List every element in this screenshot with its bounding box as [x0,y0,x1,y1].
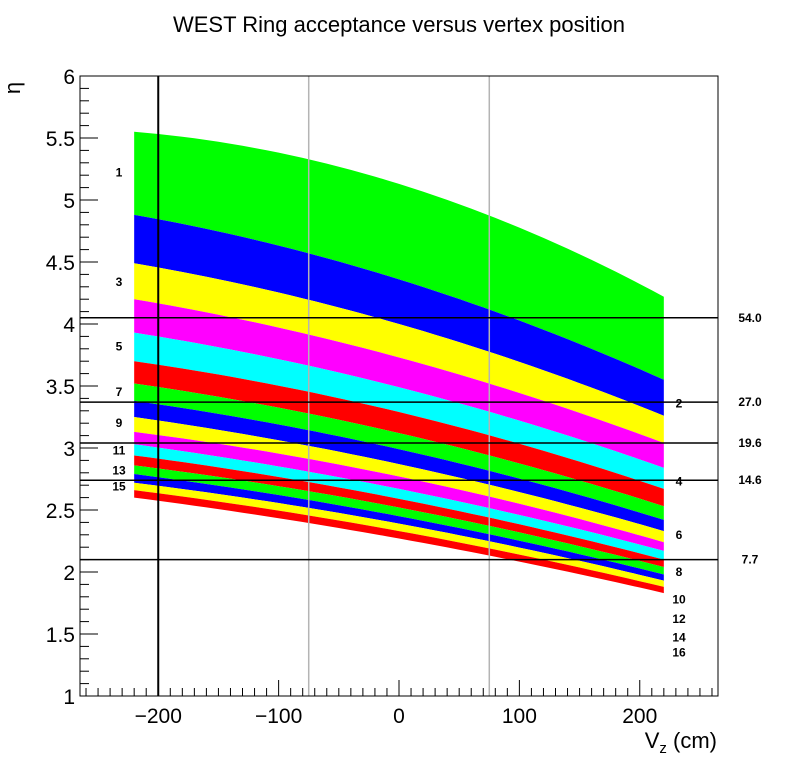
y-tick-label: 4 [63,314,75,337]
y-tick-label: 6 [63,66,75,89]
x-axis-title-sub: z [659,740,667,757]
y-tick-label: 4.5 [46,252,75,275]
ring-label: 4 [676,474,683,488]
ring-label: 14 [672,631,686,645]
axis-ticks [80,75,713,697]
y-tick-label: 2.5 [46,500,75,523]
ring-label: 13 [112,463,126,477]
ring-label: 1 [116,166,123,180]
ring-6-band [134,361,664,507]
ring-15-band [134,482,664,587]
ring-16-band [134,490,664,594]
y-tick-label: 2 [63,562,75,585]
x-tick-label: 100 [502,705,537,728]
x-tick-label: −200 [135,705,182,728]
x-axis-title: Vz (cm) [645,728,717,757]
y-tick-label: 5 [63,190,75,213]
ring-label: 7 [116,385,123,399]
line-labels: 54.0 27.0 19.6 14.6 7.7 [738,311,762,567]
ring-4-band [134,299,664,468]
line-label: 19.6 [738,436,762,450]
line-label: 27.0 [738,395,762,409]
y-tick-label: 1.5 [46,624,75,647]
y-tick-label: 3 [63,438,75,461]
ring-8-band [134,400,664,532]
line-label: 7.7 [742,553,759,567]
ring-label: 3 [116,275,123,289]
overlay-lines [80,76,718,696]
y-tick-label: 3.5 [46,376,75,399]
ring-label: 16 [672,646,686,660]
y-tick-labels: 1 1.5 2 2.5 3 3.5 4 4.5 5 5.5 6 [46,66,76,709]
ring-13-band [134,465,664,575]
ring-2-band [134,214,664,416]
ring-7-band [134,383,664,520]
plot-area [134,131,664,594]
ring-14-band [134,474,664,581]
ring-label: 15 [112,479,126,493]
x-axis-title-unit: (cm) [667,728,717,753]
ring-12-band [134,455,664,568]
x-tick-label: 200 [622,705,657,728]
ring-11-band [134,444,664,560]
x-axis-title-main: V [645,728,660,753]
ring-label: 2 [676,396,683,410]
ring-10-band [134,431,664,551]
ring-5-band [134,332,664,489]
ring-label: 9 [116,416,123,430]
x-tick-labels: −200 −100 0 100 200 [135,705,658,728]
ring-label: 11 [113,443,126,457]
ring-label: 10 [672,592,686,606]
ring-label: 8 [676,565,683,579]
ring-label: 6 [676,528,683,542]
line-label: 14.6 [738,473,762,487]
y-tick-label: 1 [63,686,75,709]
ring-9-band [134,417,664,543]
y-tick-label: 5.5 [46,128,75,151]
ring-3-band [134,263,664,444]
ring-label: 5 [116,339,123,353]
line-label: 54.0 [738,311,762,325]
ring-label: 12 [672,612,686,626]
x-tick-label: 0 [393,705,405,728]
x-tick-label: −100 [255,705,302,728]
chart-title: WEST Ring acceptance versus vertex posit… [173,12,625,37]
y-axis-title: η [0,82,25,94]
